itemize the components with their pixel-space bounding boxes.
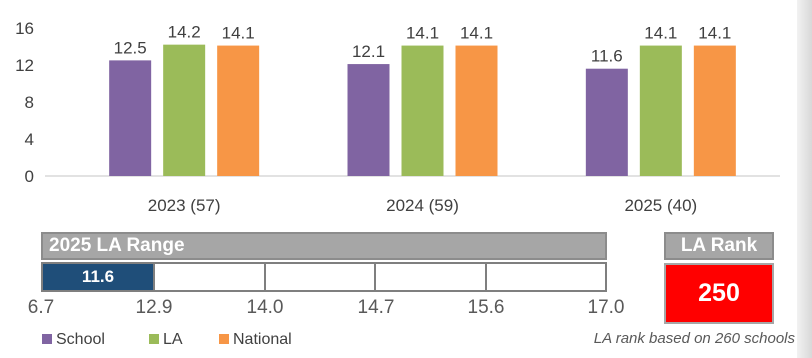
data-label: 14.1 xyxy=(698,24,731,43)
la-range-tick: 17.0 xyxy=(587,297,625,318)
bar-school-1 xyxy=(347,64,390,176)
data-label: 12.1 xyxy=(352,42,385,61)
legend-swatch-school xyxy=(42,334,52,344)
legend-item-school: School xyxy=(42,331,105,349)
bar-school-2 xyxy=(585,68,628,176)
la-range-bar: 11.6 xyxy=(41,262,607,292)
la-rank-title: LA Rank xyxy=(664,232,774,260)
la-range-divider xyxy=(264,264,266,290)
la-range-divider xyxy=(153,264,155,290)
legend-label: School xyxy=(56,331,105,348)
y-tick-label: 0 xyxy=(25,167,34,186)
y-tick-label: 16 xyxy=(15,19,34,38)
legend-swatch-national xyxy=(219,334,229,344)
legend-label: National xyxy=(233,331,292,348)
x-tick-label: 2024 (59) xyxy=(386,196,459,215)
y-tick-label: 4 xyxy=(25,130,34,149)
legend-item-national: National xyxy=(219,331,292,349)
legend-label: LA xyxy=(163,331,183,348)
la-range-tick: 12.9 xyxy=(135,297,173,318)
x-tick-label: 2023 (57) xyxy=(148,196,221,215)
bar-national-1 xyxy=(455,45,498,177)
bar-school-0 xyxy=(109,60,152,176)
la-range-divider xyxy=(485,264,487,290)
data-label: 11.6 xyxy=(591,47,623,66)
bar-la-1 xyxy=(401,45,444,177)
legend-swatch-la xyxy=(149,334,159,344)
bar-la-2 xyxy=(639,45,682,177)
bar-national-2 xyxy=(693,45,736,177)
data-label: 14.1 xyxy=(222,24,255,43)
la-range-title: 2025 LA Range xyxy=(41,232,607,260)
la-rank-value: 250 xyxy=(664,263,774,324)
bar-national-0 xyxy=(217,45,260,177)
y-tick-label: 12 xyxy=(15,56,34,75)
la-range-tick: 14.0 xyxy=(246,297,284,318)
scrollbar-edge xyxy=(797,0,812,358)
la-range-school-marker: 11.6 xyxy=(43,264,153,290)
data-label: 12.5 xyxy=(114,38,147,57)
data-label: 14.2 xyxy=(168,23,201,42)
data-label: 14.1 xyxy=(406,24,439,43)
bar-chart: 0 4 8 12 16 12.5 14.2 14.1 2023 (57) 12.1 14.1 14.1… xyxy=(15,19,780,215)
data-label: 14.1 xyxy=(644,24,677,43)
data-label: 14.1 xyxy=(460,24,493,43)
y-tick-label: 8 xyxy=(25,93,34,112)
la-range-tick: 6.7 xyxy=(27,297,55,318)
la-range-tick: 15.6 xyxy=(467,297,505,318)
la-rank-note: LA rank based on 260 schools xyxy=(593,330,795,347)
x-tick-label: 2025 (40) xyxy=(624,196,697,215)
la-range-divider xyxy=(374,264,376,290)
la-range-tick: 14.7 xyxy=(357,297,395,318)
bar-la-0 xyxy=(163,44,206,177)
legend-item-la: LA xyxy=(149,331,183,349)
